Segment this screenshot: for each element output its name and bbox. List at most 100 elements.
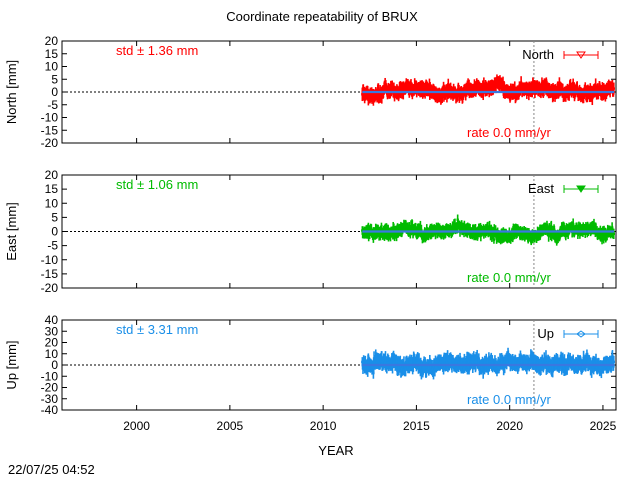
data-point — [564, 233, 567, 237]
data-point — [442, 367, 445, 370]
y-tick-label: -15 — [41, 267, 59, 281]
chart-title: Coordinate repeatability of BRUX — [226, 9, 418, 24]
data-point — [612, 232, 615, 236]
data-point — [414, 226, 417, 229]
y-tick-label: 5 — [51, 72, 58, 86]
y-tick-label: 0 — [51, 358, 58, 372]
data-point — [558, 81, 561, 84]
data-point — [572, 85, 576, 89]
data-point — [612, 87, 615, 90]
data-point — [392, 227, 396, 230]
legend-marker-icon — [576, 51, 586, 59]
data-point — [501, 82, 505, 85]
data-point — [417, 358, 421, 361]
legend-label: Up — [537, 326, 554, 341]
x-tick-label: 2010 — [310, 419, 337, 433]
data-point — [366, 368, 369, 372]
y-tick-label: 30 — [45, 324, 59, 338]
y-tick-label: 0 — [51, 85, 58, 99]
y-tick-label: -10 — [41, 111, 59, 125]
data-point — [550, 225, 553, 228]
y-tick-label: 10 — [45, 60, 59, 74]
data-point — [433, 368, 437, 371]
rate-label: rate 0.0 mm/yr — [467, 392, 551, 407]
data-point — [567, 93, 571, 96]
y-tick-label: 0 — [51, 225, 58, 239]
data-point — [487, 356, 491, 359]
data-point — [432, 371, 435, 375]
y-tick-label: 15 — [45, 182, 59, 196]
x-tick-label: 2005 — [217, 419, 244, 433]
y-tick-label: -15 — [41, 123, 59, 137]
x-tick-label: 2000 — [123, 419, 150, 433]
data-point — [607, 82, 610, 86]
data-point — [590, 370, 593, 374]
rate-label: rate 0.0 mm/yr — [467, 270, 551, 285]
data-point — [417, 232, 420, 235]
data-point — [511, 234, 515, 238]
y-tick-label: 10 — [45, 196, 59, 210]
y-tick-label: 20 — [45, 168, 59, 182]
data-point — [453, 222, 457, 225]
y-tick-label: -30 — [41, 392, 59, 406]
data-point — [592, 223, 596, 226]
y-tick-label: 5 — [51, 210, 58, 224]
data-series — [361, 74, 615, 106]
y-tick-label: 15 — [45, 47, 59, 61]
rate-label: rate 0.0 mm/yr — [467, 125, 551, 140]
data-point — [565, 368, 569, 371]
x-tick-label: 2015 — [403, 419, 430, 433]
data-point — [531, 89, 534, 92]
x-axis-label: YEAR — [318, 443, 353, 458]
data-point — [409, 82, 413, 85]
data-point — [489, 234, 493, 238]
data-point — [492, 238, 496, 241]
data-point — [391, 365, 394, 369]
std-label: std ± 3.31 mm — [116, 322, 198, 337]
y-tick-label: -40 — [41, 403, 59, 417]
data-point — [571, 82, 575, 85]
data-point — [486, 225, 490, 228]
data-point — [468, 357, 471, 360]
y-tick-label: 40 — [45, 313, 59, 327]
y-tick-label: 20 — [45, 34, 59, 48]
data-point — [372, 371, 375, 375]
y-tick-label: -10 — [41, 253, 59, 267]
y-tick-label: -20 — [41, 136, 59, 150]
std-label: std ± 1.36 mm — [116, 43, 198, 58]
data-point — [380, 95, 383, 99]
data-point — [447, 83, 450, 86]
y-tick-label: 10 — [45, 347, 59, 361]
data-point — [571, 222, 575, 226]
legend-marker-icon — [576, 185, 586, 193]
data-point — [505, 362, 508, 365]
y-tick-label: -10 — [41, 369, 59, 383]
data-point — [467, 83, 471, 86]
legend-label: North — [522, 47, 554, 62]
data-point — [612, 360, 615, 363]
x-tick-label: 2025 — [590, 419, 617, 433]
data-series — [361, 214, 615, 246]
y-tick-label: -20 — [41, 381, 59, 395]
data-point — [404, 368, 407, 371]
data-point — [555, 238, 559, 241]
legend-label: East — [528, 181, 554, 196]
std-label: std ± 1.06 mm — [116, 177, 198, 192]
timestamp: 22/07/25 04:52 — [8, 462, 95, 477]
data-series — [361, 347, 615, 380]
data-point — [481, 370, 485, 373]
y-tick-label: -20 — [41, 281, 59, 295]
y-axis-label: North [mm] — [4, 60, 19, 124]
y-tick-label: -5 — [47, 239, 58, 253]
data-point — [560, 367, 563, 370]
legend-marker-icon — [576, 330, 586, 338]
y-axis-label: Up [mm] — [4, 340, 19, 389]
data-point — [376, 96, 379, 99]
y-tick-label: 20 — [45, 336, 59, 350]
y-axis-label: East [mm] — [4, 202, 19, 261]
